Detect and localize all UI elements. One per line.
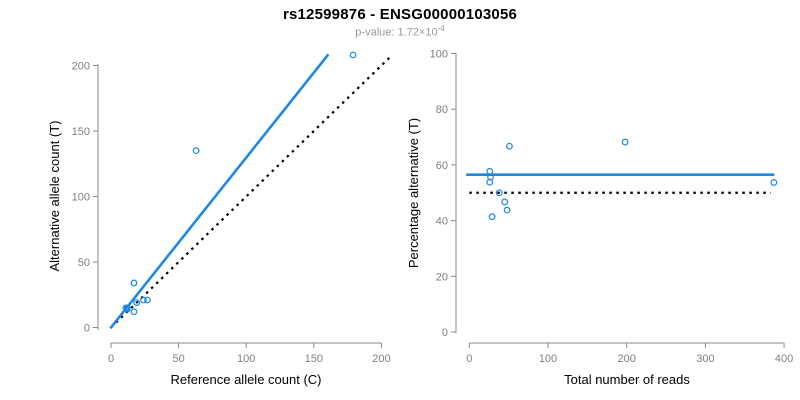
y-tick-label: 200: [72, 61, 90, 73]
data-point: [192, 147, 200, 155]
x-tick-label: 200: [372, 353, 390, 365]
identity-line: [110, 55, 392, 329]
right-x-axis-label: Total number of reads: [564, 372, 690, 387]
data-point: [130, 279, 138, 287]
data-point: [503, 206, 511, 214]
data-point: [770, 179, 778, 186]
x-tick-label: 50: [172, 353, 184, 365]
x-tick-label: 150: [305, 353, 323, 365]
data-point: [495, 189, 503, 197]
y-tick-label: 100: [72, 192, 90, 204]
x-tick-label: 100: [539, 353, 557, 365]
right-axes: [451, 53, 785, 348]
data-point: [130, 308, 138, 316]
data-point: [140, 296, 147, 304]
right-plot: 0 20 40 60 80 100 0 100 200 300 400 Total number of…: [406, 49, 793, 388]
left-axes: [93, 64, 382, 348]
x-tick-label: 0: [108, 353, 114, 365]
y-tick-label: 0: [442, 327, 448, 339]
data-point: [488, 213, 496, 221]
y-tick-label: 40: [436, 216, 448, 228]
data-point: [621, 138, 629, 146]
page-title: rs12599876 - ENSG00000103056: [282, 6, 518, 23]
y-tick-label: 150: [72, 126, 90, 138]
x-tick-label: 100: [237, 353, 255, 365]
data-point: [506, 142, 513, 150]
data-point: [486, 178, 494, 186]
fitted-ratio-line: [109, 53, 330, 330]
left-plot: 0 50 100 150 200 0 50 100 150 200 Reference allele…: [47, 51, 392, 387]
data-point: [349, 51, 357, 59]
y-tick-label: 100: [430, 49, 448, 61]
right-tick-labels: 0 20 40 60 80 100 0 100 200 300 400: [430, 49, 794, 366]
right-points: [486, 138, 778, 221]
data-point: [486, 167, 494, 175]
y-tick-label: 20: [436, 271, 448, 283]
data-point: [123, 305, 131, 313]
data-point: [501, 198, 509, 206]
x-tick-label: 400: [775, 353, 793, 365]
right-y-axis-label: Percentage alternative (T): [406, 118, 421, 268]
left-points: [122, 51, 357, 316]
data-point: [144, 296, 151, 304]
x-tick-label: 200: [618, 353, 636, 365]
y-tick-label: 60: [436, 160, 448, 172]
p-value-text: p-value: 1.72×10: [355, 26, 438, 39]
y-tick-label: 0: [84, 323, 90, 335]
y-tick-label: 80: [436, 104, 448, 116]
left-x-axis-label: Reference allele count (C): [170, 372, 321, 387]
left-axis-titles: Reference allele count (C) Alternative al…: [47, 120, 322, 387]
data-point: [133, 299, 141, 307]
x-tick-label: 0: [466, 353, 472, 365]
x-tick-label: 300: [696, 353, 714, 365]
y-tick-label: 50: [78, 257, 90, 269]
p-value-exponent: -4: [437, 24, 445, 33]
right-axis-titles: Total number of reads Percentage alternat…: [406, 118, 690, 387]
left-tick-labels: 0 50 100 150 200 0 50 100 150 200: [72, 61, 391, 366]
left-y-axis-label: Alternative allele count (T): [47, 120, 62, 271]
p-value-subtitle: p-value: 1.72×10-4: [0, 24, 800, 39]
